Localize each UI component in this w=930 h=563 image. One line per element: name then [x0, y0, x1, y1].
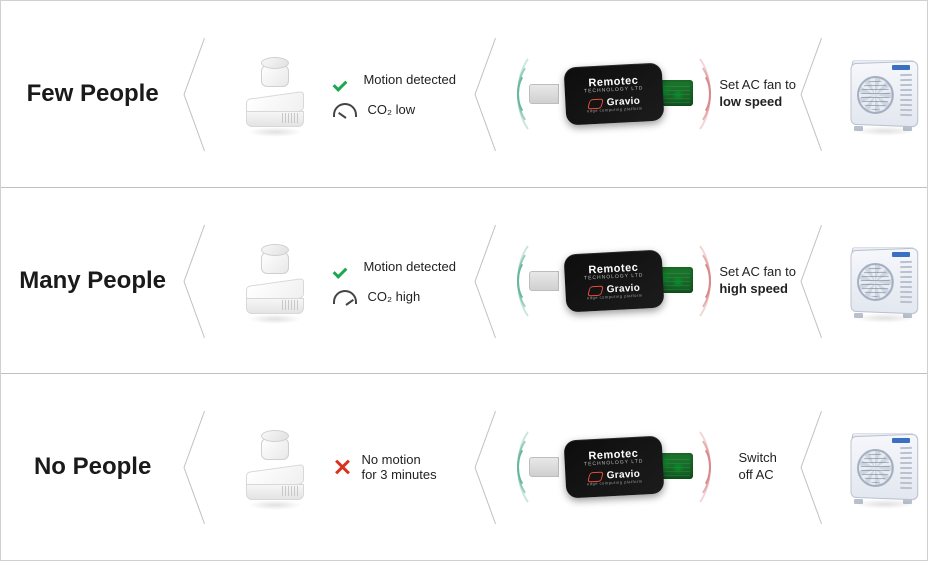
chevron-divider [184, 188, 222, 374]
sensors-cell [223, 1, 328, 187]
chevron-divider [184, 1, 222, 187]
diagram-container: Few People Motion detected CO₂ low [0, 0, 928, 561]
action-cell: Set AC fan to high speed [714, 188, 801, 374]
gauge-high-icon [333, 290, 357, 304]
chevron-divider [801, 1, 839, 187]
motion-status-line: Motion detected [333, 257, 456, 277]
scenario-row-few-people: Few People Motion detected CO₂ low [1, 1, 927, 188]
motion-status-text: No motion for 3 minutes [361, 452, 436, 483]
scenario-title-cell: Many People [1, 188, 184, 374]
motion-status-line: Motion detected [333, 70, 456, 90]
co2-status-line: CO₂ low [333, 102, 415, 118]
hub-device: Remotec TECHNOLOGY LTD Gravio edge compu… [529, 423, 699, 511]
motion-sensor-icon [259, 244, 291, 276]
hub-cell: Remotec TECHNOLOGY LTD Gravio edge compu… [513, 374, 714, 560]
ac-cell [840, 1, 927, 187]
co2-status-text: CO₂ high [367, 289, 420, 305]
hub-device: Remotec TECHNOLOGY LTD Gravio edge compu… [529, 50, 699, 138]
usb-tip-icon [529, 84, 559, 104]
hub-device: Remotec TECHNOLOGY LTD Gravio edge compu… [529, 237, 699, 325]
sensors-cell [223, 188, 328, 374]
motion-sensor-icon [259, 430, 291, 462]
action-cell: Switch off AC [714, 374, 801, 560]
check-icon [333, 257, 353, 277]
co2-sensor-icon [246, 282, 304, 318]
co2-status-line: CO₂ high [333, 289, 420, 305]
scenario-title: Few People [27, 80, 159, 108]
scenario-row-many-people: Many People Motion detected CO₂ high [1, 188, 927, 375]
ac-outdoor-unit-icon [848, 62, 918, 126]
usb-tip-icon [529, 271, 559, 291]
hub-black-box: Remotec TECHNOLOGY LTD Gravio edge compu… [563, 249, 664, 312]
action-prefix: Set AC fan to [719, 77, 796, 92]
hub-cell: Remotec TECHNOLOGY LTD Gravio edge compu… [513, 1, 714, 187]
scenario-title-cell: No People [1, 374, 184, 560]
motion-status-text: Motion detected [363, 72, 456, 88]
scenario-title: Many People [19, 267, 166, 295]
chevron-divider [801, 188, 839, 374]
ac-cell [840, 188, 927, 374]
motion-status-line: No motion for 3 minutes [333, 452, 436, 483]
sensors-cell [223, 374, 328, 560]
scenario-title-cell: Few People [1, 1, 184, 187]
action-prefix: Switch [739, 450, 777, 465]
usb-tip-icon [529, 457, 559, 477]
ac-cell [840, 374, 927, 560]
action-bold: high speed [719, 281, 788, 296]
status-cell: Motion detected CO₂ high [327, 188, 474, 374]
chevron-divider [475, 374, 513, 560]
action-cell: Set AC fan to low speed [714, 1, 801, 187]
action-text: Set AC fan to low speed [719, 77, 796, 111]
co2-sensor-icon [246, 468, 304, 504]
action-prefix: Set AC fan to [719, 264, 796, 279]
chevron-divider [184, 374, 222, 560]
chevron-divider [801, 374, 839, 560]
motion-sensor-icon [259, 57, 291, 89]
scenario-row-no-people: No People No motion for 3 minutes [1, 374, 927, 560]
hub-black-box: Remotec TECHNOLOGY LTD Gravio edge compu… [563, 436, 664, 499]
gravio-logo-icon [588, 98, 603, 109]
motion-status-text: Motion detected [363, 259, 456, 275]
gauge-low-icon [333, 103, 357, 117]
ac-outdoor-unit-icon [848, 435, 918, 499]
status-cell: Motion detected CO₂ low [327, 1, 474, 187]
scenario-title: No People [34, 453, 151, 481]
hub-black-box: Remotec TECHNOLOGY LTD Gravio edge compu… [563, 62, 664, 125]
status-cell: No motion for 3 minutes [327, 374, 474, 560]
action-bold: low speed [719, 94, 782, 109]
check-icon [333, 70, 353, 90]
co2-status-text: CO₂ low [367, 102, 415, 118]
chevron-divider [475, 188, 513, 374]
gravio-logo-icon [588, 285, 603, 296]
action-text: Switch off AC [739, 450, 777, 484]
cross-icon [333, 458, 351, 476]
ac-outdoor-unit-icon [848, 249, 918, 313]
gravio-logo-icon [588, 471, 603, 482]
hub-cell: Remotec TECHNOLOGY LTD Gravio edge compu… [513, 188, 714, 374]
action-plain2: off AC [739, 467, 774, 482]
co2-sensor-icon [246, 95, 304, 131]
action-text: Set AC fan to high speed [719, 264, 796, 298]
chevron-divider [475, 1, 513, 187]
